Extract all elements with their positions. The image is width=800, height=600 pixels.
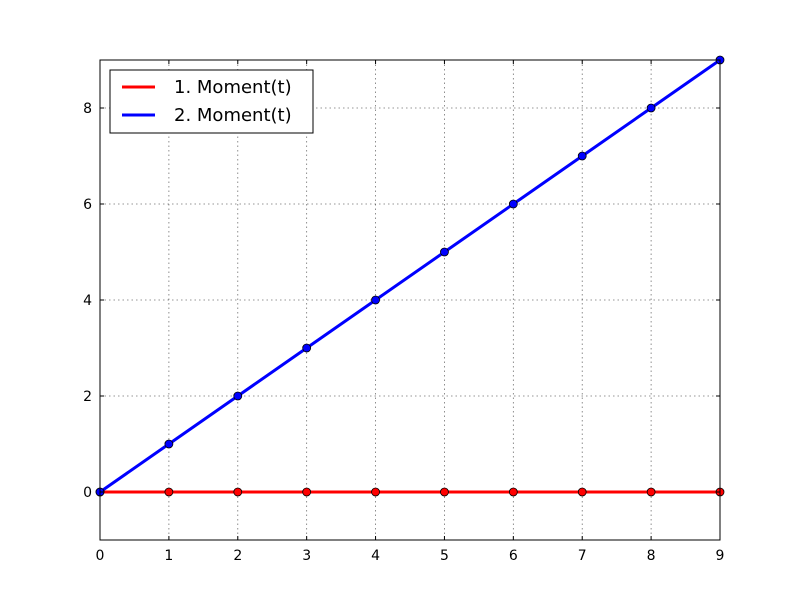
- series-1-point: [371, 487, 380, 497]
- y-tick-label: 2: [83, 389, 92, 405]
- x-tick-label: 9: [716, 548, 725, 564]
- series-1-point: [440, 487, 449, 497]
- legend-box: [109, 69, 314, 134]
- x-tick-label: 0: [96, 548, 105, 564]
- y-axis: 0 2 4 6 8: [83, 101, 720, 501]
- series-lines: [99, 58, 721, 494]
- x-tick-label: 2: [233, 548, 242, 564]
- series-2-point: [646, 103, 656, 113]
- series-2-point: [508, 199, 518, 209]
- series-2-point: [302, 343, 312, 353]
- series-2-point: [371, 295, 380, 305]
- legend-label-1: 1. Moment(t): [174, 77, 292, 98]
- x-axis: 0 1 2 3 4 5 6 7 8 9: [96, 60, 725, 564]
- series-1-point: [233, 487, 243, 497]
- series-1-point: [164, 487, 174, 497]
- x-tick-label: 1: [164, 548, 173, 564]
- series-1-point: [577, 487, 587, 497]
- y-tick-label: 4: [83, 293, 92, 309]
- series-line-2: [99, 58, 721, 494]
- series-1-point: [302, 487, 312, 497]
- series-1-point: [508, 487, 518, 497]
- series-2-point: [440, 247, 449, 257]
- y-tick-label: 0: [83, 485, 92, 501]
- x-tick-label: 4: [371, 548, 380, 564]
- x-tick-label: 8: [647, 548, 656, 564]
- series-2-point: [577, 151, 587, 161]
- plot-area: [100, 60, 720, 540]
- legend: 1. Moment(t) 2. Moment(t): [109, 69, 314, 134]
- y-tick-label: 8: [83, 101, 92, 117]
- x-tick-label: 6: [509, 548, 518, 564]
- series-2-point: [233, 391, 243, 401]
- y-tick-label: 6: [83, 197, 92, 213]
- x-tick-label: 3: [302, 548, 311, 564]
- x-tick-label: 5: [440, 548, 449, 564]
- legend-label-2: 2. Moment(t): [174, 105, 292, 126]
- x-tick-label: 7: [578, 548, 587, 564]
- series-1-point: [646, 487, 656, 497]
- series-2-point: [164, 439, 174, 449]
